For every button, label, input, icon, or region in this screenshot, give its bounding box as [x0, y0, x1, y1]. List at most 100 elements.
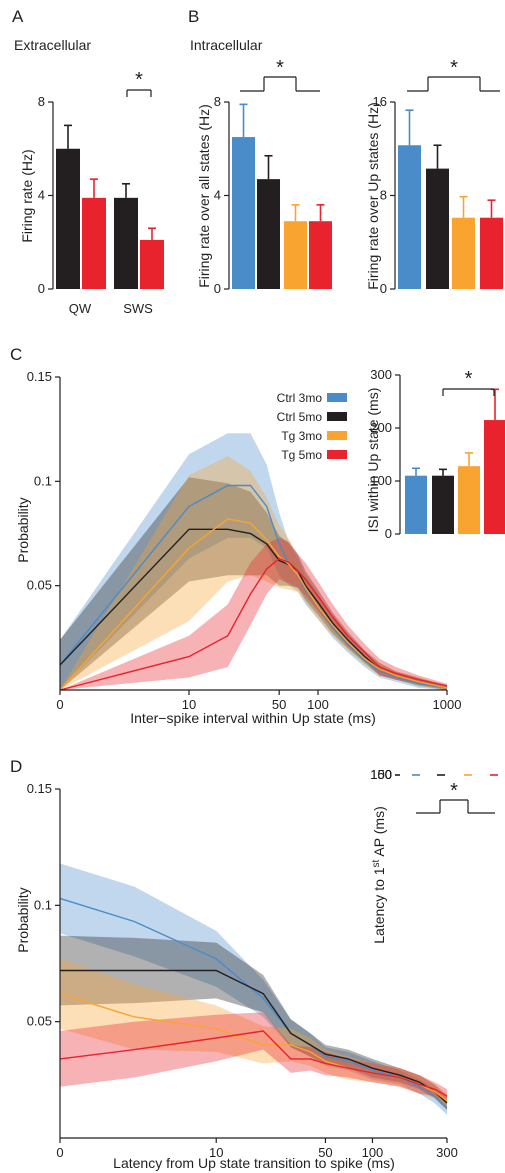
panel-c-inset-ylabel: ISI within Up state (ms) — [365, 388, 381, 533]
panel-b1-y-tick-label: 8 — [214, 94, 221, 109]
panel-a-x-tick-label: SWS — [123, 301, 153, 316]
panel-d-y-tick-label: 0.15 — [27, 781, 52, 796]
panel-c-ci-band — [60, 477, 447, 690]
panel-a: A Extracellular Firing rate (Hz) 0 4 8 QW SW… — [12, 7, 164, 316]
panel-c-inset-y-tick-label: 200 — [370, 420, 392, 435]
panel-d-series-line — [59, 897, 448, 1109]
panel-a-y-tick-label: 4 — [38, 188, 45, 203]
panel-b2-y-tick-label: 16 — [373, 94, 387, 109]
panel-b2-y-tick-label: 8 — [380, 188, 387, 203]
panel-c-y-tick-label: 0.15 — [27, 369, 52, 384]
panel-d-x-tick-label: 0 — [56, 1145, 63, 1160]
panel-c-series-line — [59, 557, 448, 691]
panel-d-x-tick-label: 10 — [209, 1145, 223, 1160]
panel-c-ylabel: Probability — [15, 497, 31, 562]
panel-b2-bar — [398, 145, 421, 289]
panel-d-inset-ylabel-part2: AP (ms) — [371, 806, 387, 859]
panel-b: B Intracellular Firing rate over all sta… — [188, 7, 503, 296]
panel-b2-bar — [452, 217, 475, 289]
panel-d-inset-background — [355, 735, 502, 783]
panel-d-series-line — [60, 969, 448, 1104]
panel-c-legend-swatch — [327, 412, 347, 421]
panel-d-ci-band — [60, 958, 447, 1108]
panel-b1-bar — [309, 221, 332, 289]
panel-c-ci-band — [60, 433, 447, 690]
panel-c-x-tick-label: 100 — [307, 697, 329, 712]
panel-a-sig-star: * — [135, 69, 143, 91]
panel-label-c: C — [10, 345, 22, 364]
panel-b1-sig-star: * — [276, 57, 284, 79]
panel-a-bar — [82, 197, 106, 289]
panel-c-legend-label: Ctrl 3mo — [277, 391, 323, 405]
panel-d-y-tick-label: 0.1 — [34, 897, 52, 912]
panel-c-xlabel: Inter−spike interval within Up state (ms… — [130, 710, 375, 726]
panel-c-x-tick-label: 50 — [272, 697, 286, 712]
panel-c-x-tick-label: 10 — [182, 697, 196, 712]
panel-b1-bar — [257, 179, 280, 289]
panel-c-legend-label: Ctrl 5mo — [277, 410, 323, 424]
panel-c-inset-bar — [432, 475, 454, 534]
panel-d-series-line — [59, 1030, 448, 1097]
panel-c-x-tick-label: 0 — [56, 697, 63, 712]
panel-c-inset-y-tick-label: 100 — [370, 473, 392, 488]
panel-c-legend-label: Tg 3mo — [281, 429, 322, 443]
panel-b2-sig-star: * — [450, 57, 458, 79]
panel-a-bar — [114, 197, 138, 289]
panel-d-inset-ylabel-sup: st — [371, 859, 382, 867]
panel-d-x-tick-label: 100 — [362, 1145, 384, 1160]
panel-d-ci-band — [60, 1012, 447, 1104]
panel-b2-bar — [426, 168, 449, 289]
panel-b2-y-tick-label: 0 — [380, 281, 387, 296]
panel-d-y-tick-label: 0.05 — [27, 1014, 52, 1029]
panel-a-y-tick-label: 0 — [38, 281, 45, 296]
panel-d-inset-sig-star: * — [450, 780, 458, 802]
panel-a-x-tick-label: QW — [69, 301, 92, 316]
panel-d-inset-ylabel: Latency to 1st AP (ms) — [371, 806, 387, 943]
panel-b1-y-tick-label: 4 — [214, 188, 221, 203]
panel-c-inset-bar — [484, 420, 505, 534]
panel-d-xlabel: Latency from Up state transition to spik… — [113, 1155, 395, 1171]
panel-c-legend-swatch — [327, 450, 347, 459]
panel-c-inset-bar — [405, 475, 427, 534]
panel-b-title: Intracellular — [190, 37, 263, 53]
panel-d-inset-y-tick-label: 50 — [378, 767, 392, 782]
panel-c-legend-swatch — [327, 393, 347, 402]
panel-d-inset-ylabel-part1: Latency to 1 — [371, 867, 387, 943]
panel-d-inset-y-tick-label: 0 — [385, 767, 392, 782]
panel-a-y-tick-label: 8 — [38, 94, 45, 109]
panel-label-b: B — [188, 7, 199, 26]
panel-d-x-tick-label: 300 — [436, 1145, 458, 1160]
panel-b1-bar — [284, 221, 307, 289]
panel-a-title: Extracellular — [14, 37, 91, 53]
panel-b1-ylabel: Firing rate over all states (Hz) — [196, 104, 212, 288]
panel-b2-ylabel: Firing rate over Up states (Hz) — [365, 102, 381, 290]
panel-c-ci-band — [60, 537, 447, 690]
panel-b1-y-tick-label: 0 — [214, 281, 221, 296]
panel-c: C Probability Inter−spike interval withi… — [10, 335, 505, 726]
panel-label-d: D — [10, 757, 22, 776]
panel-c-ci-band — [60, 456, 447, 690]
panel-label-a: A — [12, 7, 24, 26]
panel-d-ci-band — [60, 935, 447, 1111]
panel-c-series-line — [59, 518, 448, 691]
panel-c-inset-y-tick-label: 300 — [370, 367, 392, 382]
panel-a-bar — [56, 148, 80, 289]
panel-c-legend-swatch — [327, 431, 347, 440]
panel-c-inset-sig-star: * — [465, 368, 473, 390]
panel-d: D Probability Latency from Up state tran… — [10, 735, 502, 1171]
panel-c-legend-label: Tg 5mo — [281, 448, 322, 462]
panel-d-x-tick-label: 50 — [318, 1145, 332, 1160]
panel-c-inset-y-tick-label: 0 — [385, 526, 392, 541]
panel-c-x-tick-label: 1000 — [433, 697, 462, 712]
panel-a-ylabel: Firing rate (Hz) — [19, 149, 35, 242]
panel-a-bar — [140, 239, 164, 289]
panel-c-series-line — [59, 484, 448, 689]
panel-c-y-tick-label: 0.1 — [34, 473, 52, 488]
panel-c-inset-bar — [458, 466, 480, 534]
panel-b2-bar — [480, 217, 503, 289]
panel-c-y-tick-label: 0.05 — [27, 578, 52, 593]
panel-d-inset-y-tick-label: 150 — [370, 767, 392, 782]
panel-d-ylabel: Probability — [15, 887, 31, 952]
panel-b1-bar — [232, 137, 255, 289]
